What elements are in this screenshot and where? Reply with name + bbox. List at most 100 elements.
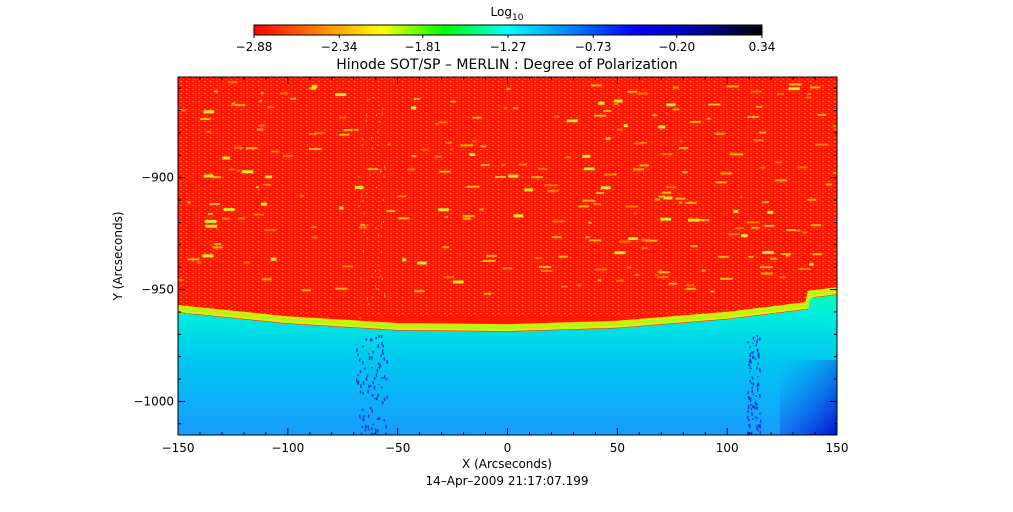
bright-point — [558, 255, 568, 258]
bright-point — [261, 202, 267, 206]
bright-point — [786, 229, 796, 231]
noise-speck — [747, 341, 749, 344]
bright-point — [753, 139, 764, 142]
bright-point — [679, 140, 683, 143]
bright-point — [764, 224, 775, 227]
bright-point — [232, 102, 236, 105]
bright-point — [806, 96, 812, 99]
bright-point — [230, 104, 235, 107]
noise-speck — [362, 381, 365, 385]
bright-point — [762, 250, 774, 254]
bright-point — [582, 199, 595, 202]
colorbar-tick-label: −0.73 — [575, 40, 612, 54]
bright-point — [751, 226, 760, 229]
bright-point — [535, 257, 543, 259]
noise-speck — [750, 407, 753, 411]
noise-speck — [750, 361, 752, 364]
noise-speck — [380, 275, 382, 277]
bright-point — [212, 246, 223, 249]
bright-point — [605, 137, 611, 141]
noise-speck — [385, 378, 388, 381]
noise-speck — [759, 419, 762, 424]
bright-point — [682, 171, 688, 174]
bright-point — [524, 188, 533, 192]
bright-point — [615, 279, 624, 282]
bright-point — [583, 167, 595, 171]
noise-speck — [373, 96, 375, 99]
noise-speck — [375, 336, 377, 340]
bright-point — [666, 186, 677, 189]
noise-speck — [378, 416, 381, 420]
bright-point — [508, 174, 519, 178]
noise-speck — [377, 362, 380, 365]
bright-point — [759, 131, 766, 134]
noise-speck — [362, 137, 364, 140]
bright-point — [593, 203, 601, 205]
noise-speck — [374, 398, 376, 400]
bright-point — [187, 201, 191, 204]
bright-point — [270, 257, 277, 261]
bright-point — [756, 105, 763, 108]
bright-point — [633, 168, 645, 171]
bright-point — [551, 236, 562, 239]
noise-speck — [748, 360, 751, 364]
bright-point — [735, 227, 744, 230]
bright-point — [258, 124, 266, 127]
bright-point — [246, 147, 258, 150]
bright-point — [730, 153, 744, 156]
noise-speck — [381, 250, 382, 253]
noise-speck — [749, 379, 751, 383]
noise-speck — [373, 386, 376, 390]
noise-speck — [749, 358, 751, 362]
noise-speck — [371, 296, 373, 299]
noise-speck — [381, 112, 383, 115]
bright-point — [779, 276, 786, 279]
bright-point — [589, 239, 602, 242]
noise-speck — [377, 131, 379, 133]
noise-speck — [380, 354, 382, 358]
colorbar-tick-label: −2.34 — [321, 40, 358, 54]
noise-speck — [757, 382, 760, 387]
noise-speck — [757, 376, 759, 378]
bright-point — [810, 224, 822, 227]
noise-speck — [359, 390, 362, 394]
noise-speck — [358, 205, 360, 208]
noise-speck — [756, 402, 758, 406]
noise-speck — [367, 303, 369, 305]
bright-point — [482, 260, 496, 262]
noise-speck — [757, 429, 759, 432]
noise-speck — [752, 418, 754, 420]
bright-point — [566, 119, 578, 123]
noise-speck — [368, 384, 370, 389]
x-axis-ticks: −150 −100 −50 0 50 100 150 — [162, 77, 848, 455]
noise-speck — [372, 381, 374, 385]
bright-point — [652, 114, 657, 117]
bright-point — [626, 266, 632, 269]
bright-point — [342, 265, 354, 268]
noise-speck — [367, 389, 369, 394]
noise-speck — [362, 199, 364, 202]
noise-speck — [752, 382, 755, 386]
noise-speck — [380, 170, 382, 173]
bright-point — [576, 284, 582, 287]
noise-speck — [753, 340, 755, 342]
noise-speck — [371, 338, 373, 341]
bright-point — [387, 143, 391, 146]
noise-speck — [362, 392, 364, 395]
bright-point — [541, 270, 553, 272]
noise-speck — [381, 377, 383, 380]
bright-point — [311, 88, 316, 90]
bright-point — [513, 107, 519, 110]
noise-speck — [371, 394, 374, 397]
bright-point — [658, 271, 670, 274]
bright-point — [222, 156, 231, 160]
bright-point — [588, 221, 592, 224]
noise-speck — [749, 398, 752, 402]
bright-point — [443, 276, 455, 279]
bright-point — [832, 125, 837, 128]
bright-point — [777, 92, 784, 95]
bright-point — [462, 214, 475, 217]
noise-speck — [751, 432, 753, 435]
noise-speck — [371, 147, 373, 150]
bright-point — [300, 194, 305, 197]
